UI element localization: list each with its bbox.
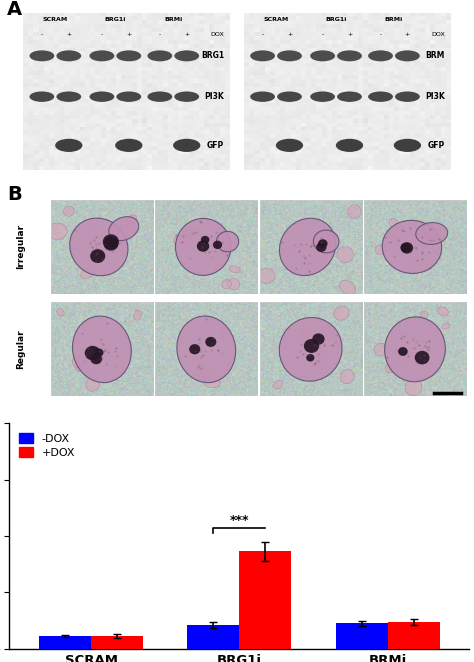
- Text: Regular: Regular: [17, 330, 26, 369]
- Text: Irregular: Irregular: [17, 224, 26, 269]
- Bar: [336, 624, 388, 649]
- Bar: [91, 636, 143, 649]
- Text: ***: ***: [229, 514, 249, 527]
- Bar: [187, 625, 239, 649]
- Legend: -DOX, +DOX: -DOX, +DOX: [15, 429, 80, 463]
- Text: A: A: [7, 0, 22, 19]
- Bar: [39, 636, 91, 649]
- Text: B: B: [7, 185, 22, 204]
- Bar: [239, 551, 292, 649]
- Bar: [388, 622, 439, 649]
